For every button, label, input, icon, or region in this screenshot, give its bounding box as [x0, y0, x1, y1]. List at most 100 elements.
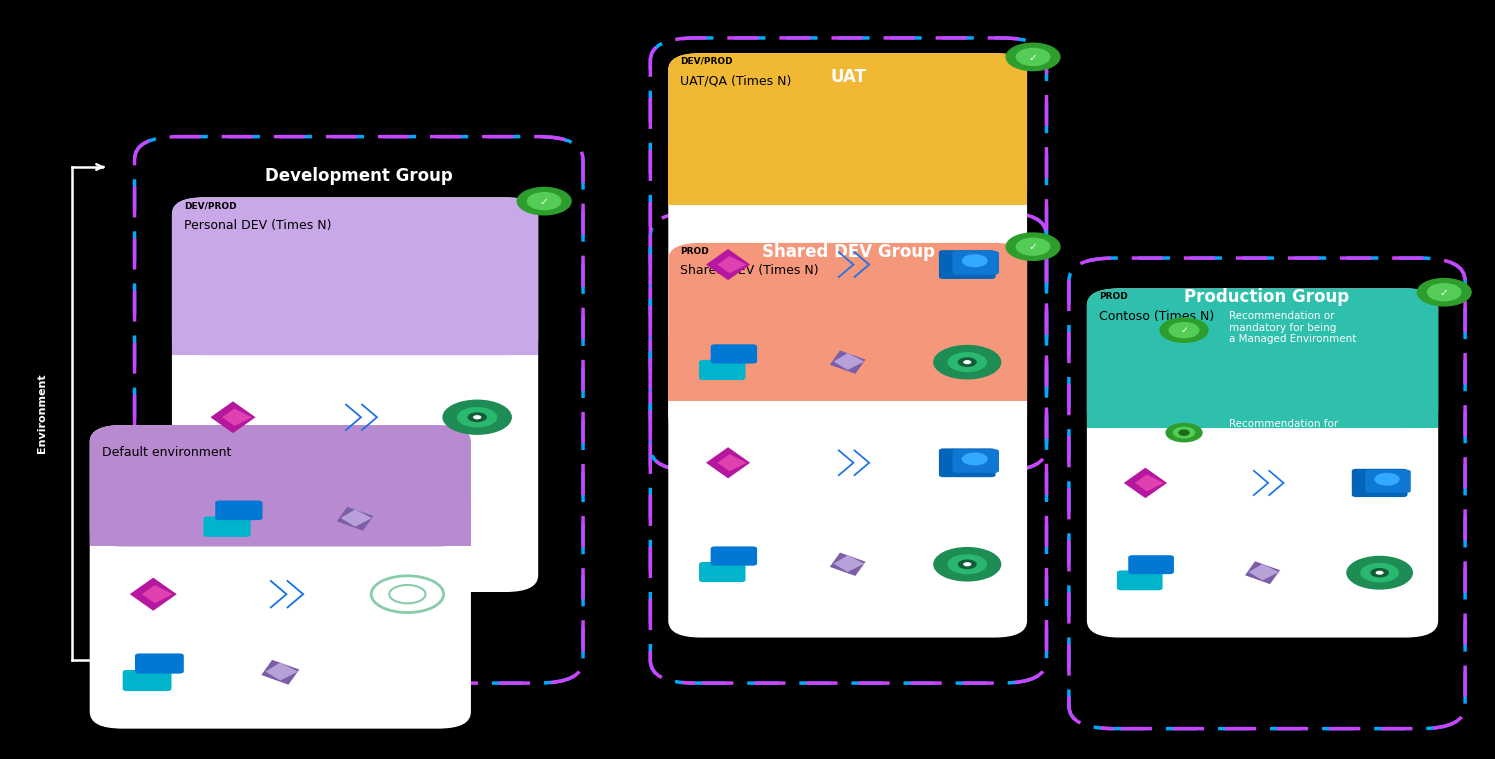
- Text: ✓: ✓: [1029, 52, 1038, 62]
- Text: ✓: ✓: [1440, 288, 1449, 298]
- FancyBboxPatch shape: [172, 197, 538, 355]
- Text: ✓: ✓: [540, 197, 549, 206]
- FancyBboxPatch shape: [1351, 469, 1407, 497]
- Text: Recommendation for
Dataverse being deployed: Recommendation for Dataverse being deplo…: [1229, 419, 1366, 440]
- FancyBboxPatch shape: [710, 546, 756, 565]
- Text: ✓: ✓: [1180, 326, 1189, 335]
- Polygon shape: [211, 402, 256, 433]
- Circle shape: [1017, 49, 1049, 65]
- Text: Environment: Environment: [37, 374, 46, 453]
- Text: Contoso (Times N): Contoso (Times N): [1099, 310, 1214, 323]
- Text: Personal DEV (Times N): Personal DEV (Times N): [184, 219, 332, 231]
- Bar: [172, 292, 538, 355]
- Circle shape: [1166, 424, 1202, 442]
- FancyBboxPatch shape: [668, 243, 1027, 401]
- Text: Shared DEV Group: Shared DEV Group: [762, 243, 934, 261]
- Text: DEV/PROD: DEV/PROD: [680, 57, 733, 66]
- Circle shape: [963, 360, 972, 364]
- Polygon shape: [830, 351, 866, 374]
- Text: Recommendation or
mandatory for being
a Managed Environment: Recommendation or mandatory for being a …: [1229, 311, 1356, 345]
- Polygon shape: [718, 454, 746, 471]
- Text: UAT: UAT: [830, 68, 867, 87]
- Text: PROD: PROD: [1099, 292, 1127, 301]
- Circle shape: [963, 562, 972, 566]
- FancyBboxPatch shape: [135, 653, 184, 674]
- Text: DEV/PROD: DEV/PROD: [184, 201, 236, 210]
- Circle shape: [1169, 323, 1199, 338]
- Circle shape: [528, 193, 561, 209]
- FancyBboxPatch shape: [123, 670, 172, 691]
- Circle shape: [1160, 318, 1208, 342]
- Bar: [668, 144, 1027, 205]
- Polygon shape: [706, 447, 750, 478]
- Polygon shape: [718, 256, 746, 273]
- Bar: [1087, 372, 1438, 428]
- Polygon shape: [1124, 468, 1168, 498]
- Circle shape: [1428, 284, 1461, 301]
- FancyBboxPatch shape: [215, 500, 263, 520]
- FancyBboxPatch shape: [1365, 470, 1411, 493]
- Polygon shape: [706, 249, 750, 280]
- FancyBboxPatch shape: [90, 425, 471, 729]
- Circle shape: [1006, 233, 1060, 260]
- Circle shape: [1347, 556, 1413, 590]
- FancyBboxPatch shape: [939, 250, 996, 279]
- FancyBboxPatch shape: [952, 251, 999, 275]
- Polygon shape: [223, 408, 251, 426]
- FancyBboxPatch shape: [1087, 288, 1438, 638]
- Text: PROD: PROD: [680, 247, 709, 256]
- Circle shape: [933, 345, 1002, 380]
- Polygon shape: [130, 578, 176, 611]
- FancyBboxPatch shape: [668, 243, 1027, 638]
- Circle shape: [948, 352, 987, 372]
- FancyBboxPatch shape: [952, 449, 999, 473]
- Circle shape: [1375, 571, 1384, 575]
- Circle shape: [1174, 427, 1195, 438]
- FancyBboxPatch shape: [90, 425, 471, 546]
- Polygon shape: [834, 353, 864, 370]
- Text: Development Group: Development Group: [265, 167, 453, 185]
- Circle shape: [1374, 473, 1399, 486]
- Circle shape: [948, 554, 987, 575]
- Polygon shape: [1245, 562, 1280, 584]
- Circle shape: [443, 399, 511, 435]
- Circle shape: [457, 407, 498, 427]
- Circle shape: [933, 547, 1002, 581]
- FancyBboxPatch shape: [668, 53, 1027, 433]
- FancyBboxPatch shape: [203, 516, 251, 537]
- FancyBboxPatch shape: [1129, 555, 1174, 574]
- FancyBboxPatch shape: [1117, 571, 1163, 591]
- Polygon shape: [142, 585, 173, 603]
- Text: Shared DEV (Times N): Shared DEV (Times N): [680, 264, 819, 277]
- Text: Production Group: Production Group: [1184, 288, 1350, 307]
- Bar: [90, 498, 471, 546]
- Polygon shape: [336, 507, 374, 531]
- FancyBboxPatch shape: [710, 345, 756, 364]
- Polygon shape: [830, 553, 866, 576]
- FancyBboxPatch shape: [172, 197, 538, 592]
- Circle shape: [958, 559, 976, 569]
- Circle shape: [1360, 563, 1399, 583]
- Circle shape: [468, 412, 487, 422]
- Polygon shape: [341, 509, 372, 527]
- Text: ✓: ✓: [1029, 242, 1038, 252]
- Text: UAT/QA (Times N): UAT/QA (Times N): [680, 74, 791, 87]
- Circle shape: [961, 254, 988, 267]
- FancyBboxPatch shape: [700, 562, 746, 582]
- Polygon shape: [834, 555, 864, 572]
- Text: Default environment: Default environment: [102, 446, 232, 459]
- FancyBboxPatch shape: [700, 360, 746, 380]
- Circle shape: [1006, 43, 1060, 71]
- Circle shape: [1417, 279, 1471, 306]
- FancyBboxPatch shape: [668, 53, 1027, 205]
- FancyBboxPatch shape: [939, 449, 996, 477]
- Polygon shape: [1248, 564, 1278, 581]
- Circle shape: [1371, 568, 1389, 578]
- Polygon shape: [262, 660, 299, 685]
- FancyBboxPatch shape: [1087, 288, 1438, 428]
- Circle shape: [961, 452, 988, 465]
- Circle shape: [1017, 238, 1049, 255]
- Circle shape: [1180, 430, 1189, 435]
- Polygon shape: [1135, 474, 1163, 491]
- Circle shape: [958, 357, 976, 367]
